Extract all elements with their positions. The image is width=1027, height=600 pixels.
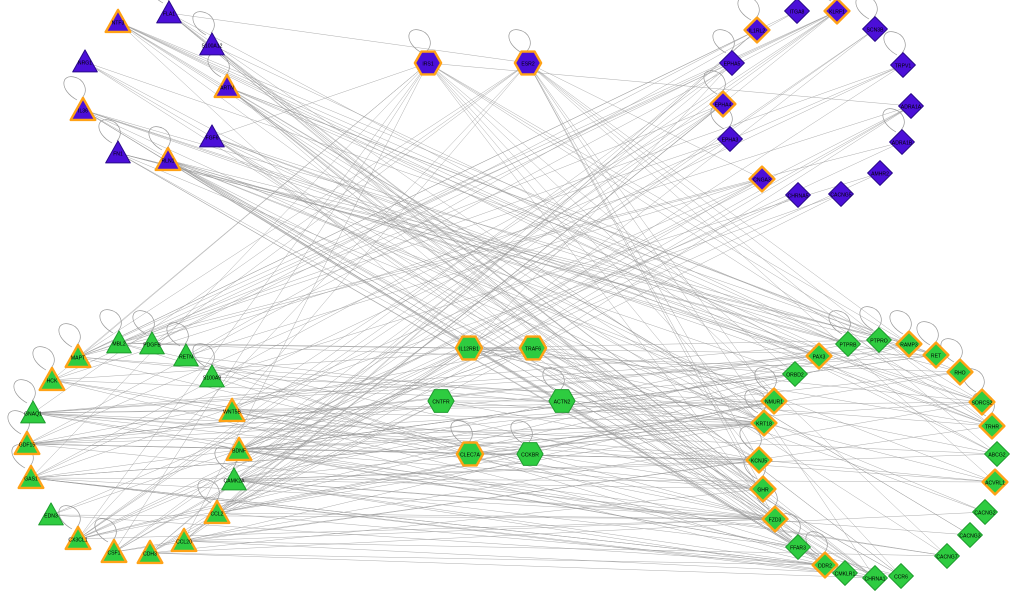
svg-text:CDH3: CDH3 xyxy=(143,551,157,557)
svg-text:FN1: FN1 xyxy=(113,151,123,157)
svg-text:NRG1: NRG1 xyxy=(78,60,92,66)
svg-text:PTPRO: PTPRO xyxy=(870,338,888,344)
svg-text:ORBD2: ORBD2 xyxy=(786,372,804,378)
svg-text:RAMP3: RAMP3 xyxy=(900,342,918,348)
svg-text:NMUR1: NMUR1 xyxy=(765,399,783,405)
svg-text:GHR: GHR xyxy=(757,487,769,493)
svg-text:ITGA8: ITGA8 xyxy=(790,9,805,15)
svg-text:EPHA4: EPHA4 xyxy=(715,102,732,108)
svg-text:IRS1: IRS1 xyxy=(422,61,433,67)
svg-text:KCNJ5: KCNJ5 xyxy=(751,458,767,464)
svg-text:ARTN: ARTN xyxy=(220,85,234,91)
svg-text:CLEC7A: CLEC7A xyxy=(460,452,480,458)
svg-text:CSF1: CSF1 xyxy=(107,550,120,556)
svg-text:TRAF6: TRAF6 xyxy=(525,346,541,352)
svg-text:SCN3B: SCN3B xyxy=(867,27,885,33)
svg-text:WNT5B: WNT5B xyxy=(223,409,241,415)
svg-text:PDGFB: PDGFB xyxy=(143,342,161,348)
svg-text:GNAQ1: GNAQ1 xyxy=(24,411,42,417)
svg-text:S100A9: S100A9 xyxy=(203,375,221,381)
svg-text:EPHA5: EPHA5 xyxy=(724,61,741,67)
svg-text:ACVRL1: ACVRL1 xyxy=(985,480,1005,486)
svg-text:FFAR3: FFAR3 xyxy=(790,545,806,551)
svg-text:IL36: IL36 xyxy=(78,108,88,114)
svg-text:CCL20: CCL20 xyxy=(176,539,192,545)
svg-text:CACNG2: CACNG2 xyxy=(974,510,995,516)
svg-text:KLRF1: KLRF1 xyxy=(829,9,845,15)
svg-text:CACNG3: CACNG3 xyxy=(959,533,980,539)
svg-text:FLA1: FLA1 xyxy=(163,11,175,17)
svg-text:CHRNA1: CHRNA1 xyxy=(865,576,886,582)
svg-text:IL1RL2: IL1RL2 xyxy=(749,28,766,34)
svg-text:S100A12: S100A12 xyxy=(202,43,223,49)
svg-text:FZD3: FZD3 xyxy=(769,517,782,523)
svg-text:CACNG5: CACNG5 xyxy=(830,192,851,198)
svg-text:GDF15: GDF15 xyxy=(19,442,36,448)
svg-text:ESR2: ESR2 xyxy=(521,61,534,67)
svg-text:FGF6: FGF6 xyxy=(205,135,218,141)
svg-text:PAX3: PAX3 xyxy=(813,354,826,360)
svg-text:RHO: RHO xyxy=(954,370,965,376)
svg-text:CCL2: CCL2 xyxy=(210,511,223,517)
svg-text:CACNG7: CACNG7 xyxy=(936,554,957,560)
svg-text:TRPV1: TRPV1 xyxy=(895,63,912,69)
svg-text:RLN1: RLN1 xyxy=(161,158,174,164)
svg-text:SORCS2: SORCS2 xyxy=(972,400,993,406)
svg-text:GAS1: GAS1 xyxy=(24,476,38,482)
svg-text:CMKLR1: CMKLR1 xyxy=(835,571,856,577)
svg-text:BDNF: BDNF xyxy=(232,448,246,454)
svg-text:ACTN2: ACTN2 xyxy=(554,399,571,405)
svg-text:CCKBR: CCKBR xyxy=(521,452,539,458)
svg-text:NTF3: NTF3 xyxy=(112,20,125,26)
svg-text:ABCG2: ABCG2 xyxy=(988,452,1005,458)
svg-text:RET: RET xyxy=(931,353,941,359)
svg-text:DDR2: DDR2 xyxy=(818,563,832,569)
svg-text:ADRA1A: ADRA1A xyxy=(901,104,922,110)
svg-text:MBL2: MBL2 xyxy=(112,341,125,347)
svg-text:TRHR: TRHR xyxy=(985,424,999,430)
svg-text:PTPRB: PTPRB xyxy=(840,342,858,348)
svg-text:ADRA1B: ADRA1B xyxy=(892,140,913,146)
svg-text:CX3CL1: CX3CL1 xyxy=(68,537,87,543)
svg-text:AMHR2: AMHR2 xyxy=(871,171,889,177)
svg-text:KRT18: KRT18 xyxy=(756,421,772,427)
svg-text:CHRNA5: CHRNA5 xyxy=(788,193,809,199)
svg-text:RETN: RETN xyxy=(179,354,193,360)
svg-text:CAMK2A: CAMK2A xyxy=(224,478,246,484)
svg-text:CNGA3: CNGA3 xyxy=(753,177,771,183)
svg-text:EPHA3: EPHA3 xyxy=(722,137,739,143)
svg-text:HCK: HCK xyxy=(47,378,58,384)
svg-text:IL12RB1: IL12RB1 xyxy=(459,346,479,352)
svg-text:CCR6: CCR6 xyxy=(894,574,908,580)
svg-text:MAPT: MAPT xyxy=(71,355,85,361)
svg-text:EDN3: EDN3 xyxy=(44,513,58,519)
svg-text:CNTFR: CNTFR xyxy=(432,399,450,405)
